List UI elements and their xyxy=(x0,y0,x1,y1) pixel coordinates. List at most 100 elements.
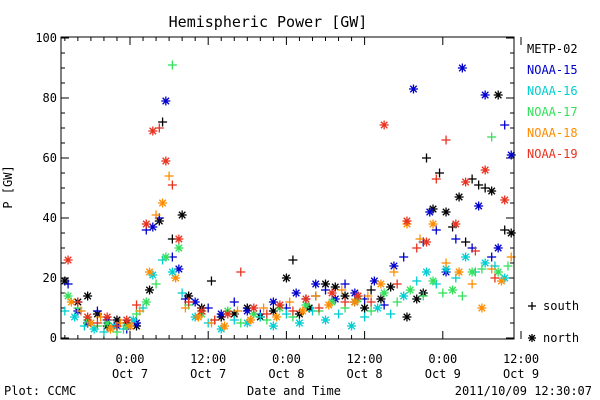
data-point-north xyxy=(145,267,155,277)
data-point-south xyxy=(151,210,161,220)
data-point-south xyxy=(259,303,269,313)
data-point-north xyxy=(428,276,438,286)
data-point-north xyxy=(428,219,438,229)
data-point-south xyxy=(167,180,177,190)
legend-entry: NOAA-15 xyxy=(527,63,578,77)
data-point-north xyxy=(422,267,432,277)
data-point-north xyxy=(158,198,168,208)
data-point-north xyxy=(63,255,73,265)
data-point-north xyxy=(493,90,503,100)
data-point-north xyxy=(272,312,282,322)
data-point-north xyxy=(174,234,184,244)
data-point-south xyxy=(415,234,425,244)
data-point-south xyxy=(180,303,190,313)
data-point-south xyxy=(340,279,350,289)
data-point-south xyxy=(457,291,467,301)
data-point-south xyxy=(340,297,350,307)
series-metp-02 xyxy=(60,90,516,331)
data-point-north xyxy=(480,90,490,100)
data-point-north xyxy=(249,303,259,313)
data-point-north xyxy=(223,309,233,319)
data-point-south xyxy=(412,276,422,286)
data-point-north xyxy=(480,165,490,175)
x-tick-time: 0:00 xyxy=(116,352,145,366)
data-point-north xyxy=(102,312,112,322)
data-point-north xyxy=(474,201,484,211)
data-point-north xyxy=(376,279,386,289)
x-tick-time: 12:00 xyxy=(347,352,383,366)
data-point-south xyxy=(184,297,194,307)
data-point-south xyxy=(461,237,471,247)
series-noaa-15 xyxy=(63,63,516,334)
data-point-north xyxy=(174,243,184,253)
data-point-south xyxy=(418,291,428,301)
data-point-south xyxy=(112,321,122,331)
data-point-north xyxy=(321,315,330,325)
data-point-south xyxy=(487,252,497,262)
data-point-south xyxy=(386,309,396,319)
data-point-south xyxy=(451,234,461,244)
data-point-south xyxy=(281,309,291,319)
y-tick-label: 80 xyxy=(43,91,57,105)
data-point-south xyxy=(366,285,376,295)
y-axis-label: P [GW] xyxy=(1,165,15,208)
data-point-south xyxy=(288,255,298,265)
data-point-north xyxy=(141,297,151,307)
data-point-north xyxy=(477,303,487,313)
plot-points xyxy=(60,60,516,337)
data-point-north xyxy=(353,291,363,301)
data-point-north xyxy=(402,312,412,322)
data-point-north xyxy=(145,285,155,295)
x-tick-day: Oct 8 xyxy=(347,367,383,381)
data-point-north xyxy=(360,303,370,313)
data-point-south xyxy=(288,306,298,316)
x-axis-label: Date and Time xyxy=(247,384,341,398)
data-point-south xyxy=(255,312,265,322)
data-point-north xyxy=(405,285,415,295)
data-point-south xyxy=(154,123,164,133)
legend-entry: NOAA-17 xyxy=(527,105,578,119)
x-tick-day: Oct 7 xyxy=(112,367,148,381)
y-tick-label: 0 xyxy=(50,331,57,345)
x-tick-time: 0:00 xyxy=(272,352,301,366)
data-point-north xyxy=(125,321,135,331)
data-point-south xyxy=(500,120,510,130)
data-point-north xyxy=(301,294,311,304)
data-point-north xyxy=(268,321,278,331)
marker-legend: south north xyxy=(528,299,579,345)
data-point-north xyxy=(294,318,304,328)
data-point-south xyxy=(467,174,477,184)
data-point-south xyxy=(490,273,500,283)
data-point-south xyxy=(158,117,168,127)
data-point-south xyxy=(360,312,370,322)
plot-frame xyxy=(60,36,515,340)
y-tick-label: 100 xyxy=(35,31,57,45)
data-point-north xyxy=(275,300,285,310)
x-tick-time: 12:00 xyxy=(190,352,226,366)
data-point-north xyxy=(311,279,321,289)
data-point-south xyxy=(392,297,402,307)
data-point-north xyxy=(408,84,418,94)
data-point-south xyxy=(366,306,376,316)
data-point-south xyxy=(236,267,246,277)
data-point-north xyxy=(386,282,396,292)
y-tick-label: 40 xyxy=(43,211,57,225)
data-point-north xyxy=(161,252,171,262)
data-point-north xyxy=(298,306,308,316)
data-point-south xyxy=(151,279,161,289)
data-point-north xyxy=(291,288,301,298)
x-tick-time: 12:00 xyxy=(503,352,539,366)
data-point-south xyxy=(487,264,497,274)
data-point-north xyxy=(246,315,256,325)
data-point-south xyxy=(285,297,295,307)
legend-entry: NOAA-18 xyxy=(527,126,578,140)
data-point-north xyxy=(399,291,409,301)
data-point-south xyxy=(92,318,102,328)
data-point-south xyxy=(487,132,497,142)
data-point-north xyxy=(242,306,252,316)
y-axis-ticks: 0 20 40 60 80 100 xyxy=(35,31,514,345)
data-point-north xyxy=(493,267,503,277)
data-point-south xyxy=(321,285,330,295)
x-tick-day: Oct 8 xyxy=(268,367,304,381)
